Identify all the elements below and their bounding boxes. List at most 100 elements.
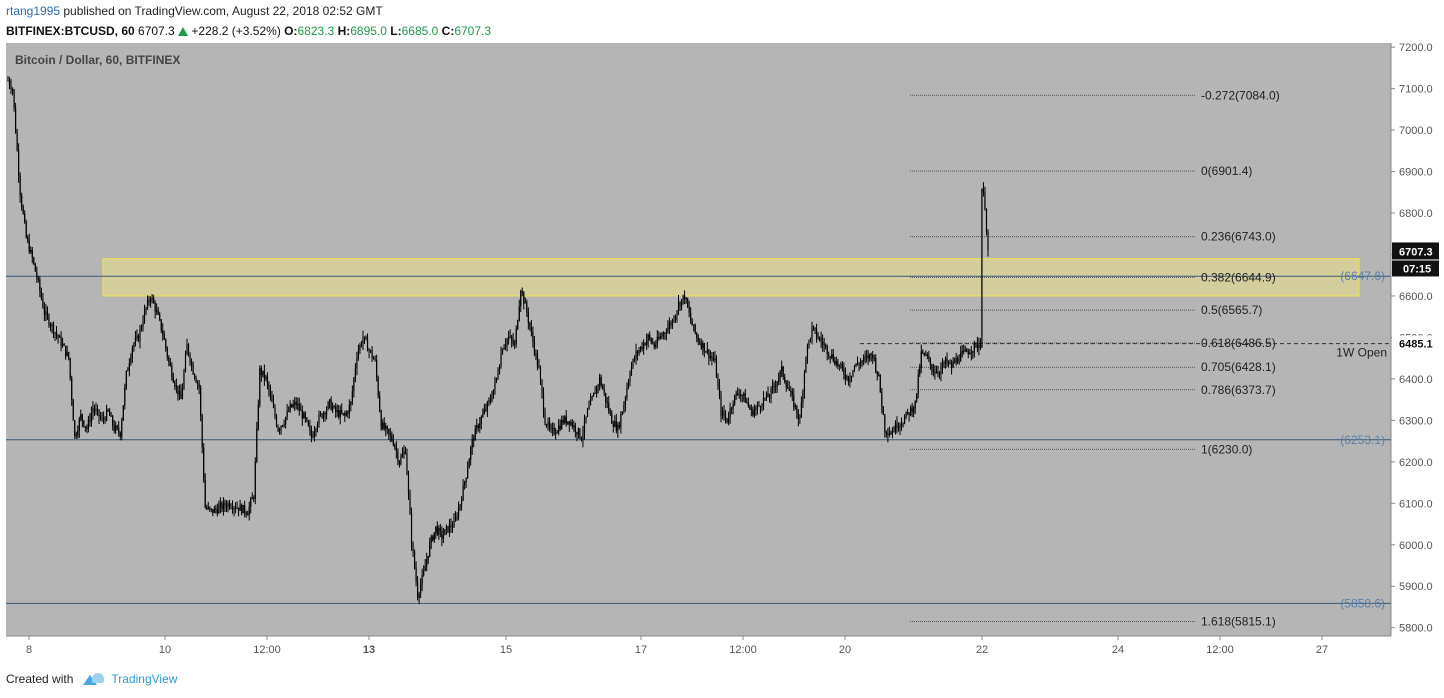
candle-body [234,507,237,509]
candle-body [251,497,253,500]
candle-body [379,395,381,412]
candle-body [441,530,443,539]
candle-body [867,355,869,359]
candle-body [750,409,752,411]
candle-body [347,412,349,414]
candle-body [371,350,373,359]
candle-body [656,337,658,345]
candle-body [454,516,457,521]
candle-body [86,427,88,430]
candle-body [947,362,950,364]
candle-body [916,393,918,401]
candle-body [327,402,329,410]
candle-body [421,575,423,585]
tradingview-brand-link[interactable]: TradingView [111,672,178,686]
x-tick-label: 13 [363,644,375,656]
candle-body [225,506,228,508]
candle-body [265,376,267,379]
candle-body [935,371,938,374]
candle-body [568,421,570,425]
candle-body [649,334,651,339]
y-tick-label: 6000.0 [1399,540,1433,552]
candle-body [163,334,165,340]
candle-body [850,375,853,379]
candle-body [741,394,743,396]
candle-body [538,365,540,369]
candle-body [318,414,320,424]
candle-body [802,391,804,403]
candle-body [407,474,410,493]
candle-body [662,333,664,336]
candle-body [162,330,164,335]
candle-body [354,368,356,379]
candle-body [952,361,954,368]
candle-body [394,444,396,448]
candle-body [574,425,576,433]
candle-body [594,392,596,394]
candle-body [83,420,85,427]
created-with-text: Created with [6,672,74,686]
candle-body [753,410,755,416]
candle-body [266,376,269,384]
candle-body [985,209,988,232]
candle-body [670,323,672,325]
candle-body [545,424,548,427]
candle-body [465,477,467,482]
y-tick-label: 5800.0 [1399,623,1433,635]
candle-body [641,346,643,349]
candle-body [749,405,751,410]
author-link[interactable]: rtang1995 [6,4,61,18]
candle-body [506,339,508,345]
candle-body [89,419,91,422]
candle-body [958,361,960,363]
candle-body [450,524,452,528]
candle-body [917,374,919,394]
candle-body [624,397,627,405]
candle-body [436,526,438,535]
candle-body [903,417,906,424]
candle-body [932,370,934,373]
candle-body [283,424,285,426]
candle-body [278,429,281,432]
candle-body [885,432,887,434]
candle-body [468,459,470,469]
candle-body [62,344,64,347]
candle-body [576,432,578,435]
candle-body [365,336,367,340]
candle-body [778,378,780,382]
candle-body [197,382,199,384]
candle-body [489,400,492,402]
candle-body [715,358,718,378]
candle-body [653,343,655,347]
candle-body [643,343,645,349]
candle-body [377,377,379,396]
candle-body [671,319,674,325]
candle-body [348,404,350,414]
candle-body [43,307,46,315]
candle-body [21,195,23,207]
candle-body [52,324,55,334]
candle-body [112,416,114,426]
candle-body [655,344,657,347]
candle-body [767,393,769,398]
fib-level-label: 1(6230.0) [1201,442,1252,456]
candle-body [78,419,80,432]
candle-body [832,354,834,361]
candle-body [313,432,316,437]
candle-body [954,361,956,363]
candle-body [697,337,699,342]
candle-body [143,309,146,322]
close-label: C: [441,24,455,38]
candle-body [388,429,390,434]
candle-body [906,411,909,413]
candle-body [987,231,989,251]
candle-body [782,366,784,377]
candle-body [404,451,407,454]
chart-header: rtang1995 published on TradingView.com, … [6,4,1436,42]
y-tick-label: 6200.0 [1399,457,1433,469]
candle-body [771,385,774,389]
candle-body [330,399,332,410]
candle-body [914,400,916,409]
candle-body [98,409,100,417]
